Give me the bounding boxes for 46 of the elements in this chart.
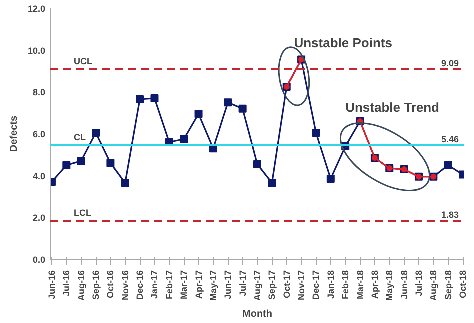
y-tick-label: 10.0 — [28, 46, 46, 56]
y-tick-label: 0.0 — [32, 255, 46, 265]
x-tick-label: Jul-18 — [414, 270, 424, 297]
ref-line-label: LCL — [74, 208, 92, 218]
x-tick-label: Mar-17 — [179, 270, 190, 300]
x-tick-label: Jan-18 — [326, 270, 336, 300]
x-tick-label: Jan-17 — [150, 270, 160, 300]
x-axis-title: Month — [242, 309, 273, 320]
y-tick-label: 4.0 — [32, 171, 46, 182]
x-tick-label: Jun-17 — [223, 270, 234, 300]
y-tick-label: 12.0 — [28, 4, 46, 14]
y-tick-label: 6.0 — [32, 130, 46, 140]
x-tick-label: Aug-17 — [252, 270, 262, 301]
annotation: 1.83 — [442, 210, 460, 220]
x-tick-label: Apr-17 — [194, 270, 204, 300]
y-axis-title: Defects — [8, 116, 20, 152]
x-tick-label: Dec-17 — [311, 270, 322, 300]
x-tick-label: Mar-18 — [355, 270, 366, 300]
x-tick-label: May-17 — [208, 270, 218, 302]
x-tick-label: Dec-16 — [135, 270, 146, 300]
x-tick-label: Sep-18 — [443, 270, 454, 300]
x-tick-label: Apr-18 — [370, 270, 380, 300]
x-tick-label: Feb-17 — [164, 270, 174, 300]
x-tick-label: Jun-16 — [46, 270, 57, 300]
x-tick-label: Oct-17 — [282, 270, 292, 299]
x-tick-label: Oct-18 — [458, 270, 468, 299]
x-tick-label: Jul-16 — [62, 270, 72, 297]
annotation: 5.46 — [442, 134, 460, 144]
annotation: Unstable Points — [294, 35, 392, 50]
x-tick-label: Feb-18 — [340, 270, 351, 300]
x-tick-label: Aug-18 — [428, 270, 439, 301]
y-tick-label: 8.0 — [32, 88, 46, 98]
x-tick-label: Sep-16 — [91, 270, 102, 300]
x-tick-label: Nov-17 — [296, 270, 307, 301]
annotation: 9.09 — [442, 58, 460, 68]
y-tick-label: 2.0 — [32, 213, 46, 224]
ref-line-label: UCL — [74, 56, 93, 66]
annotation: Unstable Trend — [346, 100, 440, 116]
x-tick-label: Aug-16 — [76, 270, 86, 301]
x-tick-label: Jul-17 — [238, 270, 248, 297]
x-tick-label: Oct-16 — [106, 270, 116, 299]
x-tick-label: Nov-16 — [120, 270, 130, 301]
x-tick-label: May-18 — [384, 270, 395, 302]
x-tick-label: Sep-17 — [267, 270, 278, 300]
x-tick-label: Jun-18 — [399, 270, 410, 300]
ref-line-label: CL — [74, 132, 86, 142]
